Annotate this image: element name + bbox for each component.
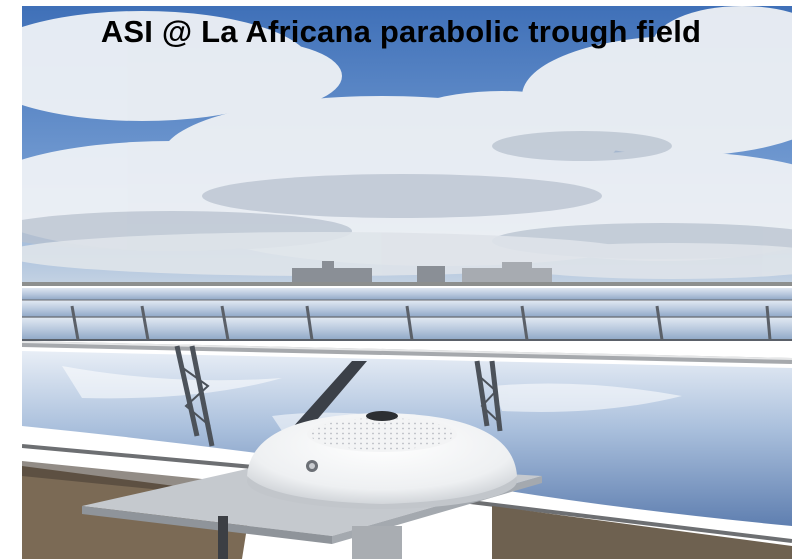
field-photo-drawing — [22, 6, 792, 559]
field-photo — [22, 6, 792, 559]
slide-title: ASI @ La Africana parabolic trough field — [100, 14, 702, 49]
